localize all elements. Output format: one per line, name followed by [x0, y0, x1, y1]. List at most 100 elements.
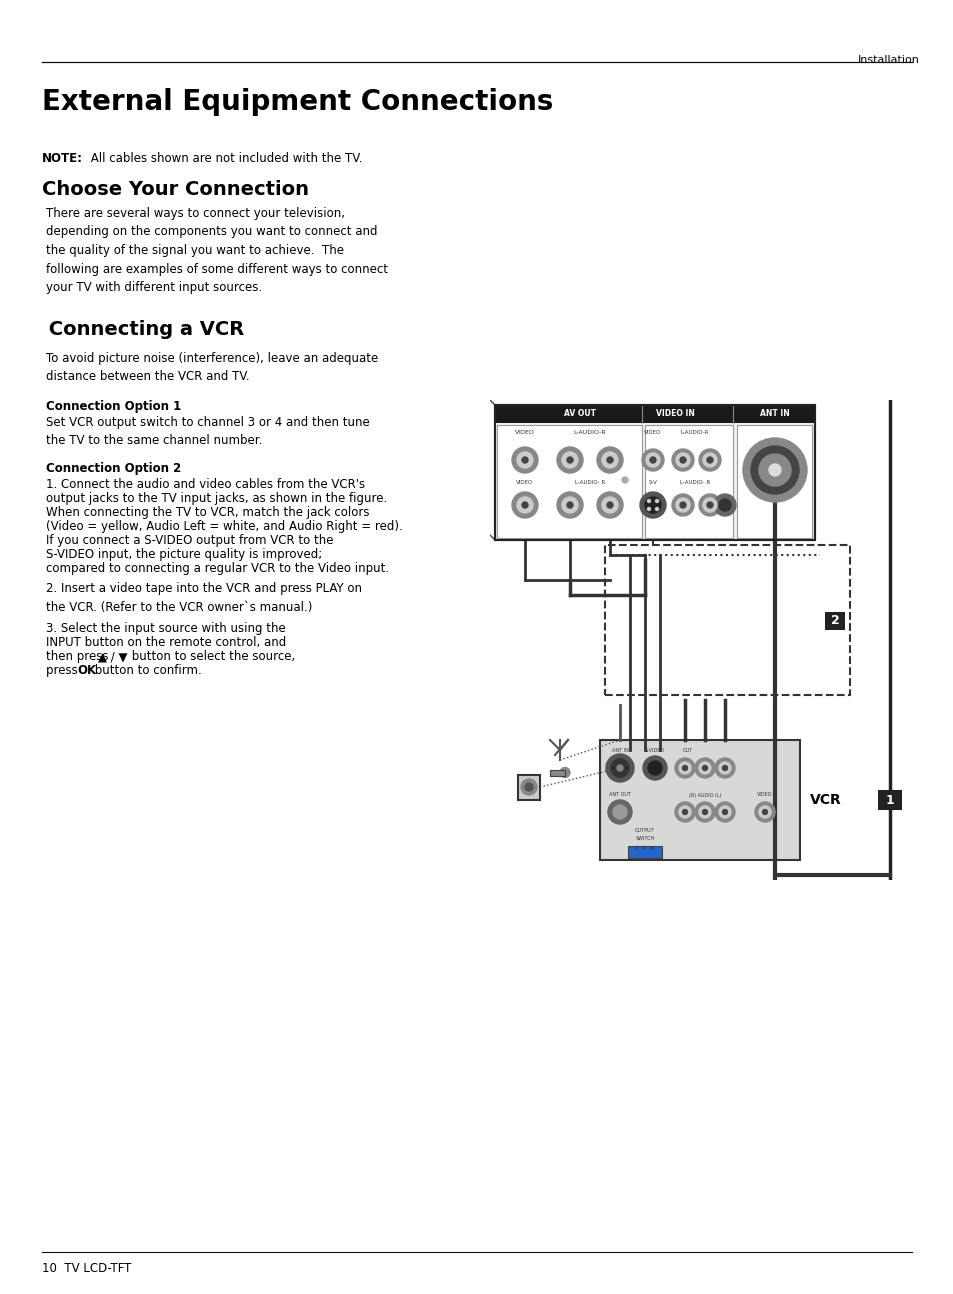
Text: 2. Insert a video tape into the VCR and press PLAY on
the VCR. (Refer to the VCR: 2. Insert a video tape into the VCR and … [46, 582, 361, 613]
Circle shape [759, 454, 790, 487]
Text: ANT OUT: ANT OUT [608, 792, 630, 797]
Bar [495, 405, 814, 540]
Bar [604, 545, 849, 695]
Text: Connection Option 1: Connection Option 1 [46, 400, 181, 413]
Circle shape [695, 802, 714, 822]
Text: (R) AUDIO (L): (R) AUDIO (L) [688, 792, 720, 797]
Circle shape [714, 802, 734, 822]
Bar [550, 770, 564, 775]
Text: VIDEO IN: VIDEO IN [655, 409, 694, 418]
Circle shape [702, 453, 717, 467]
Text: If you connect a S-VIDEO output from VCR to the: If you connect a S-VIDEO output from VCR… [46, 534, 334, 547]
Circle shape [768, 465, 781, 476]
Text: 2: 2 [830, 615, 839, 628]
Text: Installation: Installation [857, 56, 919, 65]
Text: NOTE:: NOTE: [42, 151, 83, 166]
Circle shape [679, 457, 685, 463]
Text: press: press [46, 664, 81, 677]
Text: 3   4   In: 3 4 In [635, 845, 655, 850]
Circle shape [517, 452, 533, 468]
Bar [517, 775, 539, 800]
Circle shape [675, 802, 695, 822]
Text: VIDEO: VIDEO [643, 431, 661, 436]
Circle shape [647, 761, 661, 775]
Circle shape [517, 497, 533, 512]
Circle shape [706, 457, 712, 463]
Text: 1: 1 [884, 793, 893, 806]
Circle shape [679, 762, 690, 774]
Circle shape [601, 452, 618, 468]
Circle shape [617, 765, 622, 771]
Circle shape [719, 806, 730, 818]
Text: VIDEO: VIDEO [757, 792, 772, 797]
Circle shape [645, 453, 659, 467]
Circle shape [719, 499, 730, 511]
Text: 10  TV LCD-TFT: 10 TV LCD-TFT [42, 1262, 132, 1275]
Circle shape [512, 446, 537, 474]
Text: External Equipment Connections: External Equipment Connections [42, 88, 553, 116]
Circle shape [559, 767, 569, 778]
Text: When connecting the TV to VCR, match the jack colors: When connecting the TV to VCR, match the… [46, 506, 369, 519]
Circle shape [639, 492, 665, 518]
Text: S.VIDEO: S.VIDEO [644, 748, 664, 753]
Circle shape [676, 498, 689, 512]
Circle shape [512, 492, 537, 518]
Text: L-AUDIO-R: L-AUDIO-R [573, 431, 606, 436]
Circle shape [561, 452, 578, 468]
Text: All cables shown are not included with the TV.: All cables shown are not included with t… [87, 151, 362, 166]
Circle shape [613, 805, 626, 819]
Text: compared to connecting a regular VCR to the Video input.: compared to connecting a regular VCR to … [46, 562, 389, 575]
Circle shape [520, 779, 537, 795]
Circle shape [644, 497, 660, 512]
Circle shape [681, 810, 687, 814]
Text: output jacks to the TV input jacks, as shown in the figure.: output jacks to the TV input jacks, as s… [46, 492, 387, 505]
Circle shape [754, 802, 774, 822]
Text: button to confirm.: button to confirm. [91, 664, 201, 677]
Bar [497, 424, 641, 538]
Circle shape [676, 453, 689, 467]
Circle shape [521, 502, 527, 509]
Text: INPUT button on the remote control, and: INPUT button on the remote control, and [46, 635, 286, 650]
Text: OK: OK [77, 664, 96, 677]
Text: then press: then press [46, 650, 112, 663]
Circle shape [699, 806, 710, 818]
Circle shape [713, 494, 735, 516]
Circle shape [606, 457, 613, 463]
Circle shape [647, 499, 650, 502]
Circle shape [671, 449, 693, 471]
Circle shape [699, 762, 710, 774]
Text: Connecting a VCR: Connecting a VCR [42, 320, 244, 339]
Text: 3. Select the input source with using the: 3. Select the input source with using th… [46, 622, 286, 635]
Text: SWITCH: SWITCH [635, 836, 654, 841]
Text: ANT IN: ANT IN [611, 748, 628, 753]
Circle shape [601, 497, 618, 512]
Circle shape [742, 437, 806, 502]
Circle shape [699, 449, 720, 471]
Text: 1. Connect the audio and video cables from the VCR's: 1. Connect the audio and video cables fr… [46, 477, 365, 490]
Text: Connection Option 2: Connection Option 2 [46, 462, 181, 475]
Circle shape [621, 477, 627, 483]
Circle shape [679, 502, 685, 509]
Bar [644, 424, 732, 538]
Circle shape [706, 502, 712, 509]
Circle shape [671, 494, 693, 516]
Text: There are several ways to connect your television,
depending on the components y: There are several ways to connect your t… [46, 207, 388, 294]
Circle shape [675, 758, 695, 778]
Circle shape [566, 502, 573, 509]
Circle shape [557, 446, 582, 474]
Circle shape [681, 766, 687, 770]
Text: VIDEO: VIDEO [516, 480, 533, 484]
Circle shape [521, 457, 527, 463]
Bar [737, 424, 811, 538]
Text: S-V: S-V [648, 480, 657, 484]
Circle shape [721, 766, 727, 770]
Circle shape [524, 783, 533, 791]
Circle shape [655, 507, 658, 511]
Text: ANT IN: ANT IN [760, 409, 789, 418]
Circle shape [605, 754, 634, 782]
Circle shape [750, 446, 799, 494]
Text: AV OUT: AV OUT [563, 409, 596, 418]
Text: ▲ / ▼: ▲ / ▼ [98, 650, 128, 663]
Text: To avoid picture noise (interference), leave an adequate
distance between the VC: To avoid picture noise (interference), l… [46, 352, 377, 383]
Circle shape [695, 758, 714, 778]
